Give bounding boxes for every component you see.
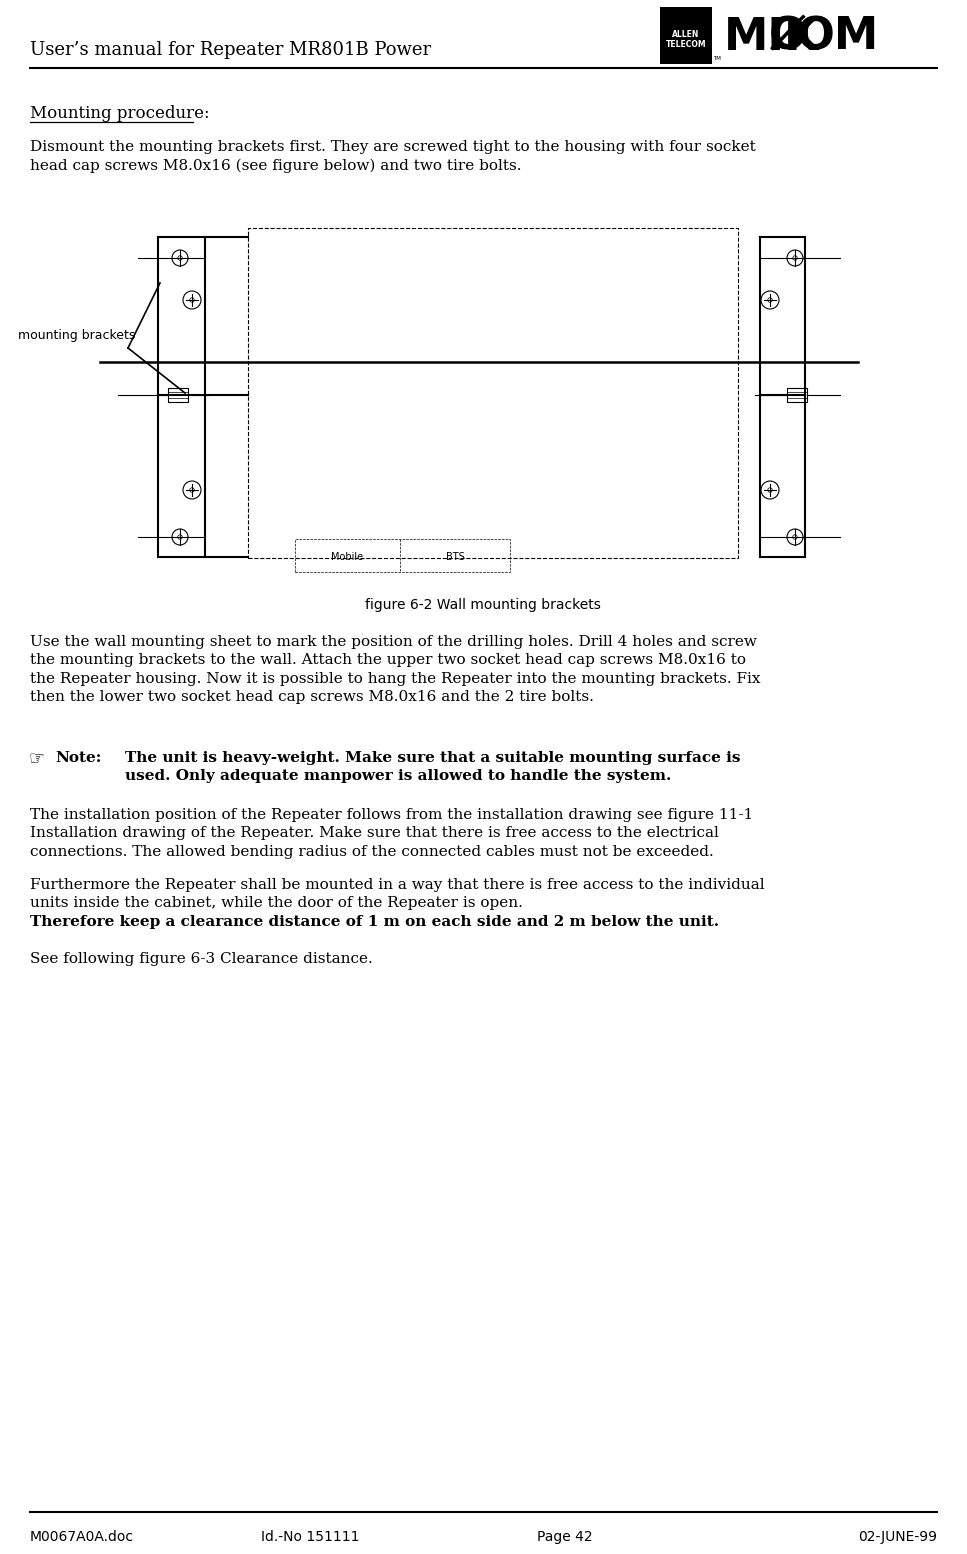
Text: See following figure 6-3 Clearance distance.: See following figure 6-3 Clearance dista… — [30, 953, 372, 967]
Text: mounting brackets: mounting brackets — [18, 328, 135, 342]
Text: The installation position of the Repeater follows from the installation drawing : The installation position of the Repeate… — [30, 808, 753, 859]
Text: figure 6-2 Wall mounting brackets: figure 6-2 Wall mounting brackets — [366, 598, 601, 612]
Bar — [660, 8, 712, 64]
Text: BTS: BTS — [446, 552, 464, 563]
Text: 02-JUNE-99: 02-JUNE-99 — [858, 1531, 937, 1545]
Bar — [248, 228, 738, 558]
Text: Mobile: Mobile — [331, 552, 363, 563]
Bar — [168, 388, 188, 402]
Text: Page 42: Page 42 — [538, 1531, 593, 1545]
Text: ☞: ☞ — [28, 749, 44, 768]
Text: used. Only adequate manpower is allowed to handle the system.: used. Only adequate manpower is allowed … — [125, 769, 671, 783]
Text: Therefore keep a clearance distance of 1 m on each side and 2 m below the unit.: Therefore keep a clearance distance of 1… — [30, 915, 719, 929]
Text: Ø: Ø — [769, 16, 806, 59]
Text: TM: TM — [713, 56, 720, 61]
Text: Dismount the mounting brackets first. They are screwed tight to the housing with: Dismount the mounting brackets first. Th… — [30, 140, 756, 172]
Text: Id.-No 151111: Id.-No 151111 — [261, 1531, 360, 1545]
Text: User’s manual for Repeater MR801B Power: User’s manual for Repeater MR801B Power — [30, 40, 431, 59]
Text: Note:: Note: — [55, 751, 102, 765]
Text: M0067A0A.doc: M0067A0A.doc — [30, 1531, 134, 1545]
Text: Mounting procedure:: Mounting procedure: — [30, 106, 210, 123]
Text: Use the wall mounting sheet to mark the position of the drilling holes. Drill 4 : Use the wall mounting sheet to mark the … — [30, 636, 760, 704]
Text: ALLEN
TELECOM: ALLEN TELECOM — [665, 30, 706, 50]
Text: MIK: MIK — [724, 16, 819, 59]
Text: The unit is heavy-weight. Make sure that a suitable mounting surface is: The unit is heavy-weight. Make sure that… — [125, 751, 741, 765]
Bar — [295, 539, 510, 572]
Text: OM: OM — [797, 16, 879, 59]
Text: Furthermore the Repeater shall be mounted in a way that there is free access to : Furthermore the Repeater shall be mounte… — [30, 878, 765, 911]
Bar — [787, 388, 807, 402]
